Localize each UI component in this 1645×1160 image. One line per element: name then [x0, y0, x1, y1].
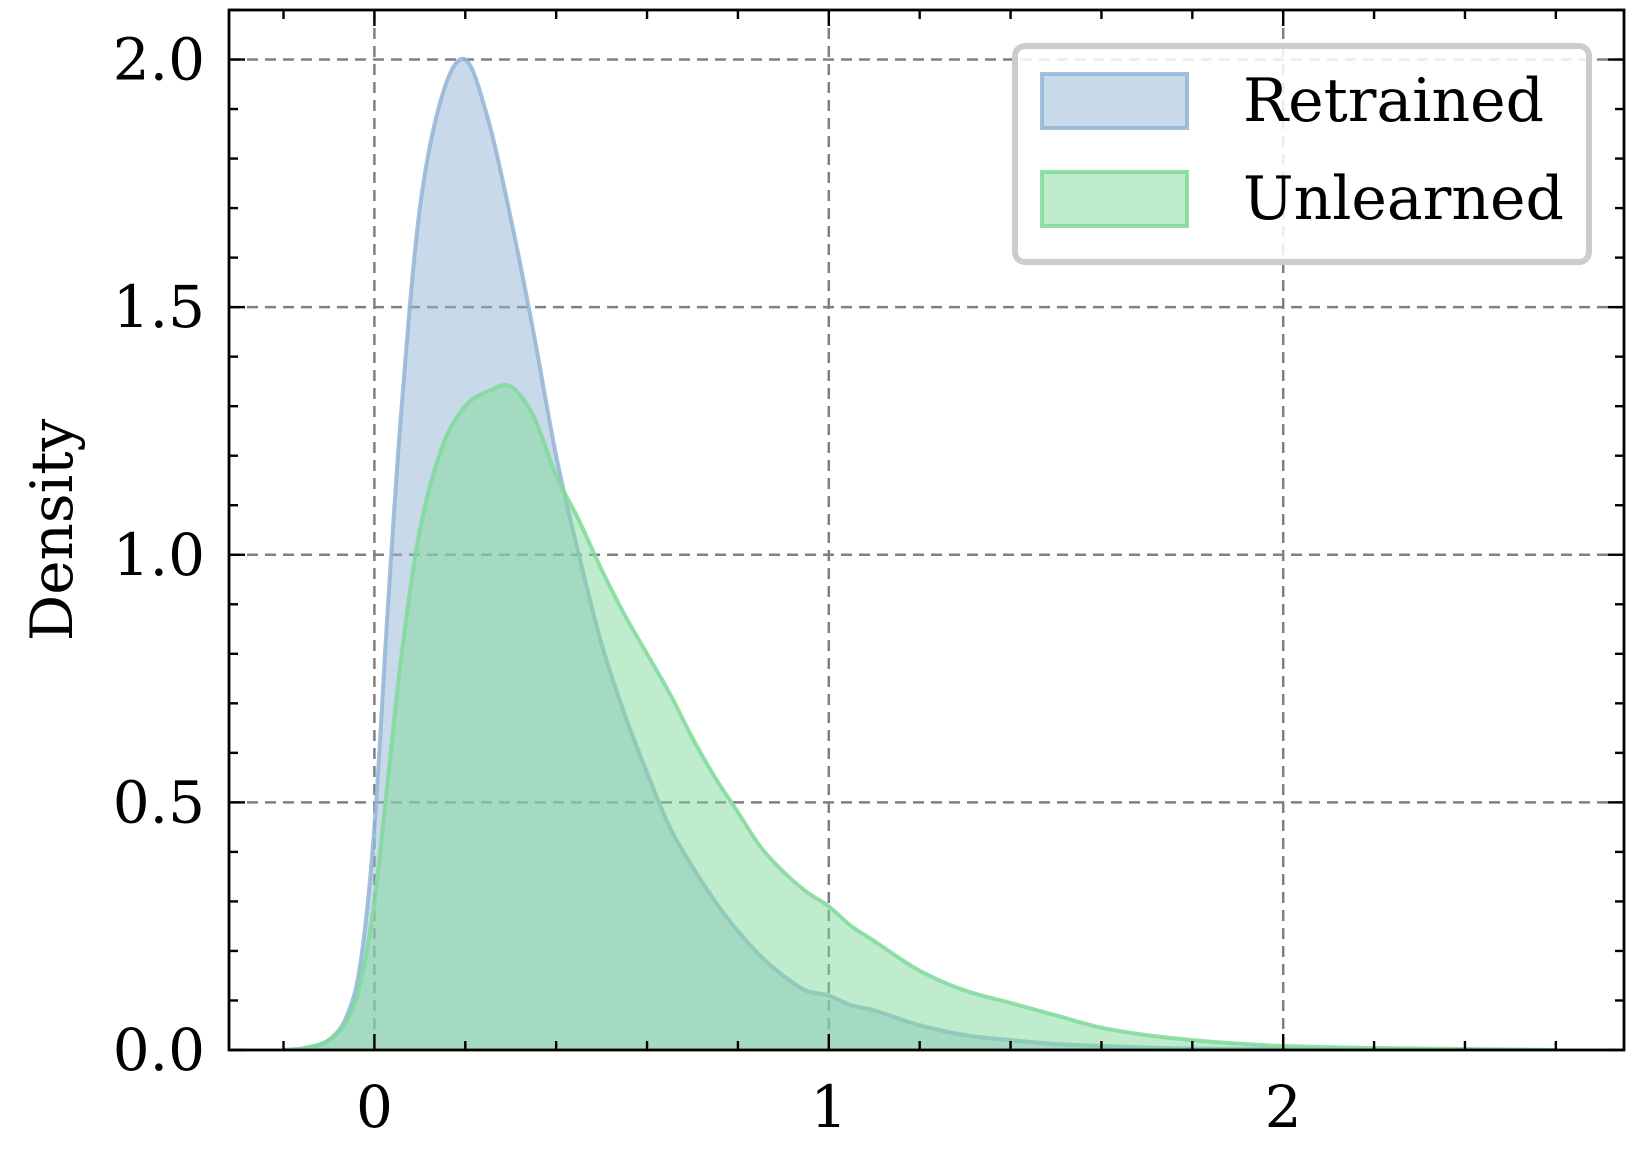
line-unlearned: [283, 382, 1556, 1050]
y-tick-label: 1.0: [113, 521, 205, 589]
y-tick-label: 1.5: [113, 273, 205, 341]
y-tick-label: 0.5: [113, 768, 205, 836]
tick-labels: 0 1 2 0.0 0.5 1.0 1.5 2.0: [113, 26, 1302, 1141]
legend-swatch-retrained: [1040, 72, 1189, 130]
y-tick-label: 2.0: [113, 26, 205, 94]
y-axis-label: Density: [18, 418, 86, 641]
y-tick-label: 0.0: [113, 1016, 205, 1084]
x-tick-label: 0: [356, 1073, 393, 1141]
x-tick-label: 2: [1265, 1073, 1302, 1141]
legend-label-unlearned: Unlearned: [1243, 164, 1564, 234]
x-tick-label: 1: [810, 1073, 847, 1141]
area-unlearned: [283, 384, 1556, 1050]
axis-ticks: [229, 8, 1624, 1052]
legend-label-retrained: Retrained: [1243, 66, 1544, 136]
plot-frame: [227, 8, 1626, 1052]
legend-swatch-unlearned: [1040, 170, 1189, 228]
legend: Retrained Unlearned: [1012, 43, 1592, 265]
series-areas: [283, 56, 1556, 1050]
